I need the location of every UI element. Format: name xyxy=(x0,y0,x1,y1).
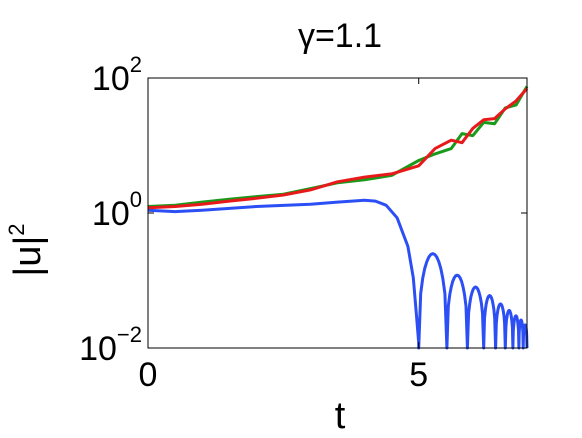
plot-frame xyxy=(147,77,528,349)
y-axis-label-text: |u| xyxy=(7,236,49,277)
axis-ticks: 0 5 10−2 100 102 xyxy=(79,52,527,394)
svg-text:|u|2: |u|2 xyxy=(4,223,49,276)
chart-title: γ=1.1 xyxy=(298,17,382,55)
series-line-1 xyxy=(147,198,529,350)
plot-lines xyxy=(147,85,529,350)
y-axis-label-superscript: 2 xyxy=(4,223,29,235)
y-tick-label: 10−2 xyxy=(79,322,142,368)
x-tick-label: 0 xyxy=(139,356,158,394)
series-line-2 xyxy=(147,85,529,208)
y-tick-label: 102 xyxy=(92,52,142,98)
y-axis-label: |u|2 xyxy=(4,223,49,276)
y-tick-label: 100 xyxy=(92,187,142,233)
series-line-3 xyxy=(147,87,529,210)
x-axis-label: t xyxy=(335,395,346,437)
x-tick-label: 5 xyxy=(409,356,428,394)
